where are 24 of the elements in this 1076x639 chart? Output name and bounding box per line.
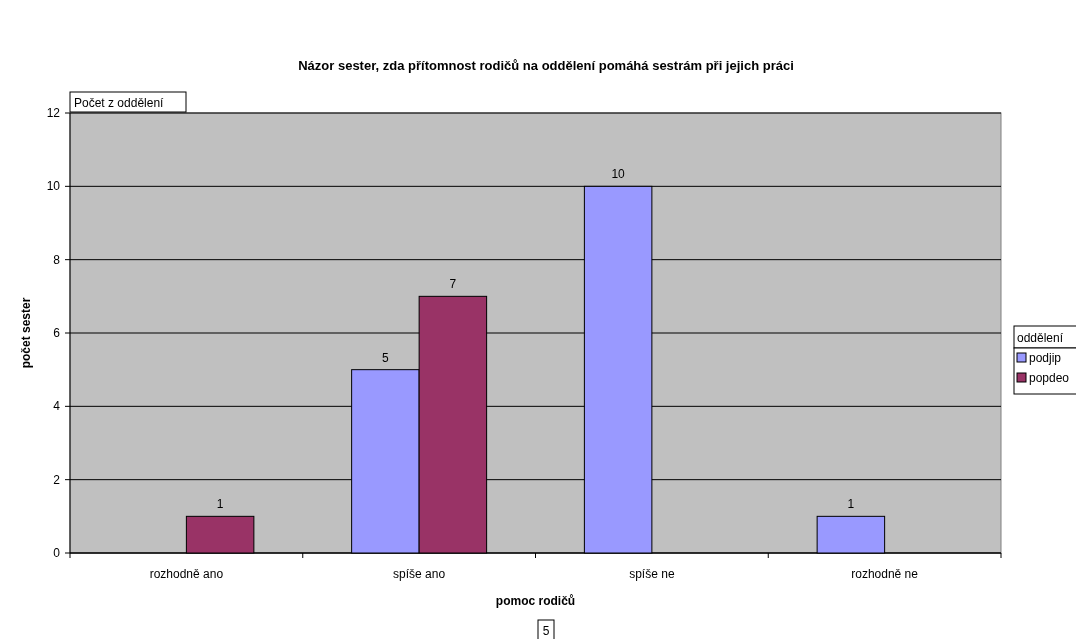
y-tick-label: 4 — [53, 399, 61, 414]
chart-title: Názor sester, zda přítomnost rodičů na oddělení pomáhá sestrám při jejich práci — [298, 58, 794, 73]
data-label: 5 — [382, 350, 390, 365]
x-tick-label: spíše ne — [629, 567, 675, 581]
legend-label: popdeo — [1029, 371, 1070, 385]
y-tick-label: 8 — [53, 252, 61, 267]
y-tick-label: 6 — [53, 326, 61, 340]
y-tick-label: 12 — [46, 106, 61, 120]
y-tick-label: 0 — [53, 546, 61, 560]
data-label: 1 — [216, 497, 224, 512]
data-label: 7 — [449, 277, 457, 292]
y-tick-label: 10 — [46, 179, 61, 194]
legend-label: podjip — [1029, 351, 1062, 365]
y-axis-title: počet sester — [19, 297, 33, 369]
x-tick-label: spíše ano — [393, 567, 446, 581]
x-tick-label: rozhodně ne — [851, 567, 919, 581]
y-tick-label: 2 — [53, 472, 61, 487]
data-label: 1 — [847, 497, 855, 512]
x-axis-title: pomoc rodičů — [495, 594, 576, 608]
x-tick-label: rozhodně ano — [149, 567, 224, 581]
data-label: 10 — [611, 167, 626, 182]
legend-title: oddělení — [1017, 331, 1064, 345]
text: Počet z oddělení — [74, 96, 165, 110]
text: 5 — [542, 624, 550, 638]
